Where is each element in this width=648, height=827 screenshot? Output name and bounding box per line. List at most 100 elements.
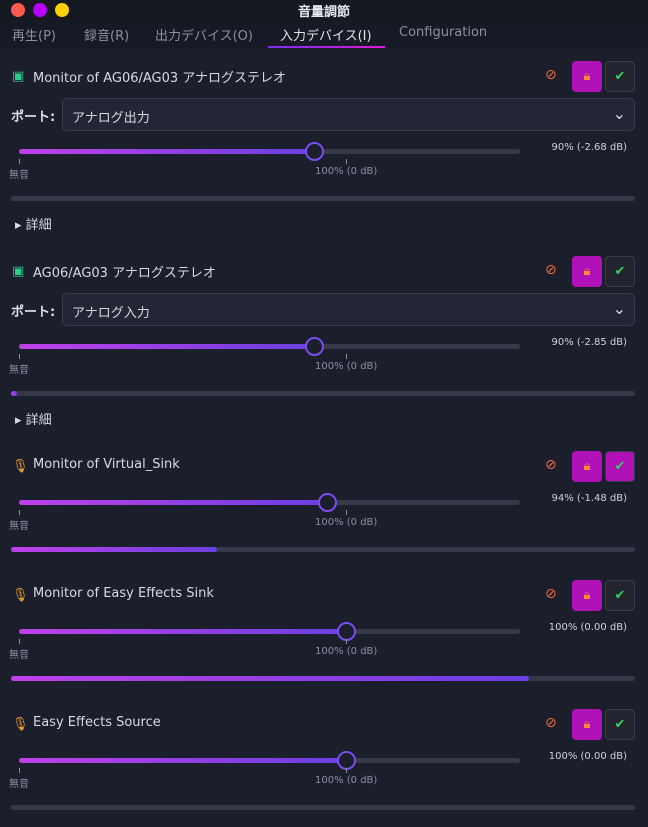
sound-card-icon: ▣ (12, 264, 25, 279)
tick-100 (346, 159, 347, 164)
volume-knob[interactable] (304, 142, 324, 161)
volume-fill (19, 629, 347, 634)
details-expander[interactable]: ▸ 詳細 (15, 214, 52, 233)
mute-tick-label: 無音 (9, 650, 29, 661)
level-fill (11, 547, 217, 552)
check-icon: ✔ (614, 588, 626, 603)
level-meter (11, 391, 635, 396)
maximize-button[interactable] (55, 3, 69, 17)
hundred-tick-label: 100% (0 dB) (315, 361, 378, 372)
mute-tick-label: 無音 (9, 521, 29, 532)
set-default-button[interactable]: ✔ (605, 709, 635, 740)
tab-input-devices[interactable]: 入力デバイス(I) (280, 29, 372, 44)
hundred-tick-label: 100% (0 dB) (315, 166, 378, 177)
device-name: Monitor of Easy Effects Sink (33, 586, 214, 601)
lock-icon: 🔒︎ (583, 69, 591, 84)
volume-fill (19, 149, 314, 154)
set-default-button[interactable]: ✔ (605, 451, 635, 482)
chevron-down-icon: ⌄ (612, 104, 626, 123)
tick-mute (19, 159, 20, 164)
volume-slider[interactable] (19, 751, 520, 770)
lock-icon: 🔒︎ (583, 459, 591, 474)
mute-icon[interactable]: ⊘ (545, 586, 557, 602)
minimize-button[interactable] (33, 3, 47, 17)
mute-icon[interactable]: ⊘ (545, 67, 557, 83)
volume-slider[interactable] (19, 142, 520, 161)
set-default-button[interactable]: ✔ (605, 256, 635, 287)
title-bar: 音量調節 (0, 0, 648, 20)
level-meter (11, 196, 635, 201)
check-icon: ✔ (614, 264, 626, 279)
volume-slider[interactable] (19, 622, 520, 641)
set-default-button[interactable]: ✔ (605, 580, 635, 611)
lock-channels-button[interactable]: 🔒︎ (572, 709, 602, 740)
volume-value: 100% (0.00 dB) (548, 622, 627, 633)
volume-value: 90% (-2.85 dB) (551, 337, 627, 348)
sound-card-icon: ▣ (12, 69, 25, 84)
hundred-tick-label: 100% (0 dB) (315, 775, 378, 786)
port-value: アナログ出力 (72, 111, 150, 126)
mute-icon[interactable]: ⊘ (545, 715, 557, 731)
device-name: Monitor of Virtual_Sink (33, 457, 180, 472)
volume-fill (19, 344, 314, 349)
mute-tick-label: 無音 (9, 365, 29, 376)
tick-100 (346, 354, 347, 359)
chevron-down-icon: ⌄ (612, 299, 626, 318)
microphone-icon: 🎙 (12, 459, 29, 474)
triangle-right-icon: ▸ (15, 218, 22, 233)
active-tab-indicator (268, 46, 385, 48)
triangle-right-icon: ▸ (15, 413, 22, 428)
tick-mute (19, 354, 20, 359)
tick-100 (346, 639, 347, 644)
port-select[interactable]: アナログ入力 ⌄ (62, 293, 635, 326)
tick-mute (19, 639, 20, 644)
lock-channels-button[interactable]: 🔒︎ (572, 580, 602, 611)
volume-knob[interactable] (317, 493, 337, 512)
check-icon: ✔ (614, 717, 626, 732)
lock-icon: 🔒︎ (583, 264, 591, 279)
check-icon: ✔ (614, 69, 626, 84)
device-name: AG06/AG03 アナログステレオ (33, 266, 216, 281)
device-name: Easy Effects Source (33, 715, 161, 730)
device-name: Monitor of AG06/AG03 アナログステレオ (33, 71, 287, 86)
set-default-button[interactable]: ✔ (605, 61, 635, 92)
check-icon: ✔ (614, 459, 626, 474)
level-meter (11, 676, 635, 681)
volume-fill (19, 500, 327, 505)
window-title: 音量調節 (297, 5, 350, 20)
volume-fill (19, 758, 347, 763)
tick-100 (346, 768, 347, 773)
volume-knob[interactable] (304, 337, 324, 356)
volume-slider[interactable] (19, 493, 520, 512)
level-fill (11, 391, 18, 396)
level-meter (11, 805, 635, 810)
close-button[interactable] (11, 3, 25, 17)
port-select[interactable]: アナログ出力 ⌄ (62, 98, 635, 131)
tab-recording[interactable]: 録音(R) (84, 29, 130, 44)
tick-mute (19, 768, 20, 773)
lock-channels-button[interactable]: 🔒︎ (572, 451, 602, 482)
level-fill (11, 676, 529, 681)
mute-tick-label: 無音 (9, 779, 29, 790)
details-expander[interactable]: ▸ 詳細 (15, 409, 52, 428)
mute-icon[interactable]: ⊘ (545, 262, 557, 278)
tab-configuration[interactable]: Configuration (399, 25, 488, 40)
hundred-tick-label: 100% (0 dB) (315, 517, 378, 528)
mute-tick-label: 無音 (9, 170, 29, 181)
volume-slider[interactable] (19, 337, 520, 356)
port-value: アナログ入力 (72, 306, 150, 321)
level-meter (11, 547, 635, 552)
port-label: ポート: (11, 110, 56, 125)
microphone-icon: 🎙 (12, 588, 29, 603)
microphone-icon: 🎙 (12, 717, 29, 732)
lock-channels-button[interactable]: 🔒︎ (572, 256, 602, 287)
details-label: 詳細 (25, 218, 52, 233)
tick-100 (346, 510, 347, 515)
tab-playback[interactable]: 再生(P) (12, 29, 56, 44)
lock-channels-button[interactable]: 🔒︎ (572, 61, 602, 92)
tab-output-devices[interactable]: 出力デバイス(O) (155, 29, 253, 44)
mute-icon[interactable]: ⊘ (545, 457, 557, 473)
lock-icon: 🔒︎ (583, 588, 591, 603)
details-label: 詳細 (25, 413, 52, 428)
port-label: ポート: (11, 305, 56, 320)
